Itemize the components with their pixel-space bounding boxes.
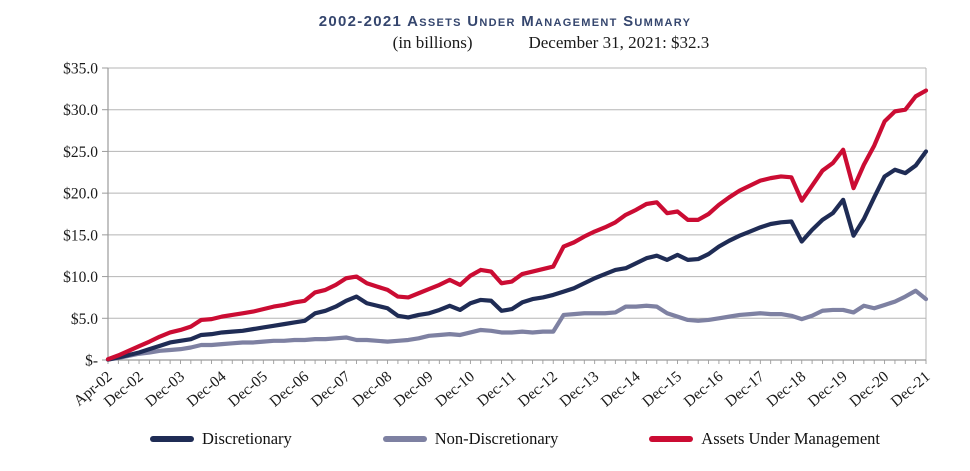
legend-swatch — [382, 436, 427, 442]
x-axis-label: Dec-18 — [763, 368, 809, 411]
chart-header: 2002-2021 Assets Under Management Summar… — [0, 13, 970, 53]
y-axis-label: $30.0 — [63, 102, 98, 119]
y-axis-label: $15.0 — [63, 227, 98, 244]
chart-subtitle-unit: (in billions) — [392, 33, 473, 52]
series-line-discretionary — [105, 149, 929, 362]
y-axis-label: $- — [85, 353, 98, 370]
y-axis-label: $25.0 — [63, 144, 98, 161]
x-axis-label: Dec-10 — [432, 368, 478, 411]
y-axis-label: $20.0 — [63, 186, 98, 203]
legend-label: Non-Discretionary — [434, 429, 559, 448]
chart-title: 2002-2021 Assets Under Management Summar… — [318, 13, 692, 30]
x-axis-label: Dec-07 — [308, 368, 354, 411]
x-axis-label: Dec-04 — [184, 368, 230, 411]
chart-subtitle: (in billions) December 31, 2021: $32.3 — [393, 33, 710, 53]
legend-label: Discretionary — [202, 429, 292, 448]
y-axis-label: $10.0 — [63, 269, 98, 286]
x-axis-label: Dec-08 — [349, 368, 395, 411]
y-axis-label: $35.0 — [63, 61, 98, 78]
x-axis-label: Dec-14 — [598, 368, 644, 411]
x-axis-label: Dec-12 — [515, 368, 561, 410]
legend-item-assets-under-management: Assets Under Management — [649, 429, 880, 449]
x-axis-label: Dec-16 — [681, 368, 727, 411]
x-axis-label: Dec-20 — [846, 368, 892, 411]
x-axis-label: Dec-11 — [474, 368, 519, 410]
x-axis-label: Dec-06 — [266, 368, 312, 411]
legend-swatch — [150, 436, 194, 442]
x-axis-label: Dec-19 — [805, 368, 851, 411]
x-axis-label: Dec-03 — [142, 368, 188, 411]
legend-label: Assets Under Management — [701, 429, 880, 448]
legend-swatch — [649, 436, 694, 442]
x-axis-label: Dec-15 — [639, 368, 685, 411]
legend-item-discretionary: Discretionary — [150, 429, 292, 449]
legend-item-non-discretionary: Non-Discretionary — [382, 429, 559, 449]
x-axis-label: Dec-13 — [556, 368, 602, 411]
x-axis-label: Dec-05 — [225, 368, 271, 411]
chart-legend: Discretionary Non-Discretionary Assets Und… — [150, 429, 880, 449]
x-axis-label: Dec-09 — [391, 368, 437, 411]
series-line-assets-under-management — [105, 88, 929, 362]
series-line-non-discretionary — [105, 288, 929, 362]
x-axis-label: Dec-21 — [888, 368, 934, 410]
aum-line-chart: $35.0$30.0$25.0$20.0$15.0$10.0$5.0$-Apr-… — [63, 61, 934, 411]
chart-subtitle-final-value: December 31, 2021: $32.3 — [528, 33, 710, 52]
y-axis-label: $5.0 — [71, 311, 98, 328]
x-axis-label: Dec-17 — [722, 368, 768, 411]
